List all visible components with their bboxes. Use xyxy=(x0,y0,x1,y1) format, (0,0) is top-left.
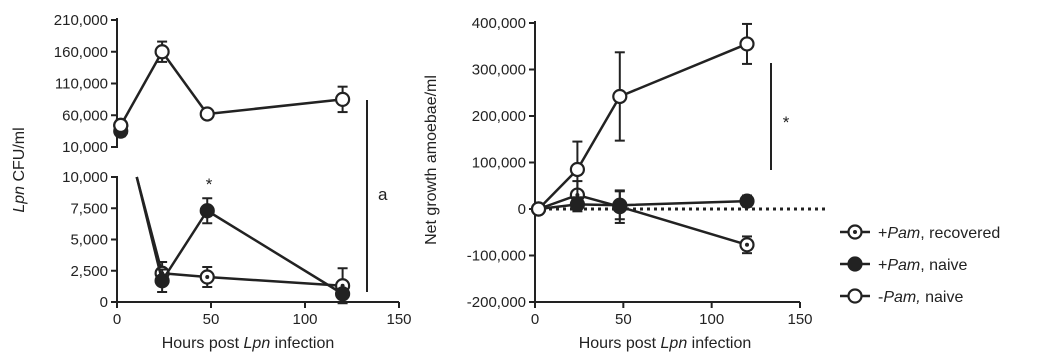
legend-suffix: naive xyxy=(921,289,964,306)
data-point xyxy=(154,273,170,289)
x-tick-label: 150 xyxy=(386,311,411,328)
legend-italic: Pam xyxy=(887,225,920,242)
y-tick-label: 0 xyxy=(518,201,526,218)
data-point xyxy=(569,196,586,212)
left-chart: 10,000 60,000 110,000 160,000 210,000 0 2,500 5… xyxy=(54,12,412,328)
series-line xyxy=(207,275,343,287)
legend-item-pam-naive: +Pam, naive xyxy=(840,256,967,274)
legend-suffix: , recovered xyxy=(920,225,1000,242)
data-point xyxy=(154,44,170,60)
y-upper-tick-label: 160,000 xyxy=(54,44,108,61)
x-tick-label: 0 xyxy=(531,311,539,328)
legend-prefix: - xyxy=(878,289,883,306)
left-x-axis-title: Hours post Lpn infection xyxy=(162,335,335,352)
y-upper-tick-label: 60,000 xyxy=(62,107,108,124)
y-tick-label: 100,000 xyxy=(472,155,526,172)
y-lower-tick-label: 0 xyxy=(100,294,108,311)
series-line xyxy=(206,209,344,295)
legend-marker-filled xyxy=(847,256,863,272)
legend-item-no-pam-naive: -Pam, naive xyxy=(840,288,963,306)
data-point xyxy=(739,36,755,52)
left-bracket-label: a xyxy=(378,185,388,204)
data-point-center xyxy=(205,275,210,279)
right-x-title-italic: Lpn xyxy=(661,335,688,352)
legend-italic: Pam, xyxy=(883,289,920,306)
series-line xyxy=(135,176,164,282)
data-point xyxy=(612,88,628,105)
legend-label: -Pam, naive xyxy=(878,289,963,306)
series-open xyxy=(530,22,755,217)
y-lower-tick-label: 5,000 xyxy=(70,232,108,249)
series-filled xyxy=(113,123,351,302)
right-x-title-post: infection xyxy=(687,335,751,352)
left-x-title-italic: Lpn xyxy=(244,335,271,352)
data-point xyxy=(612,197,628,213)
legend-item-pam-recovered: +Pam, recovered xyxy=(840,224,1000,242)
data-point xyxy=(199,106,215,122)
y-lower-tick-label: 2,500 xyxy=(70,263,108,280)
right-x-axis-title: Hours post Lpn infection xyxy=(579,335,752,352)
x-tick-label: 100 xyxy=(292,311,317,328)
left-y-title-rest: CFU/ml xyxy=(11,127,28,186)
y-tick-label: 200,000 xyxy=(472,108,526,125)
y-upper-tick-label: 210,000 xyxy=(54,12,108,29)
legend-marker-center xyxy=(853,230,857,234)
legend-prefix: + xyxy=(878,225,887,242)
legend-suffix: , naive xyxy=(920,257,967,274)
right-x-title-pre: Hours post xyxy=(579,335,661,352)
data-point xyxy=(530,201,547,217)
y-tick-label: -100,000 xyxy=(467,248,526,265)
y-upper-tick-label: 110,000 xyxy=(55,76,108,93)
legend-italic: Pam xyxy=(887,257,920,274)
left-x-title-post: infection xyxy=(270,335,334,352)
data-point xyxy=(569,161,586,178)
data-point-center xyxy=(745,242,749,247)
y-upper-tick-label: 10,000 xyxy=(62,139,108,156)
left-y-title-italic: Lpn xyxy=(11,186,28,213)
left-significance-star: * xyxy=(206,175,213,194)
x-tick-label: 50 xyxy=(203,311,220,328)
y-tick-label: 400,000 xyxy=(472,15,526,32)
data-point xyxy=(335,286,351,302)
y-lower-tick-label: 7,500 xyxy=(70,200,108,217)
x-tick-label: 0 xyxy=(113,311,121,328)
series-line xyxy=(538,199,748,211)
data-point xyxy=(113,117,129,134)
legend-label: +Pam, recovered xyxy=(878,225,1000,242)
data-point xyxy=(199,203,215,219)
series-line xyxy=(538,193,748,247)
legend: +Pam, recovered +Pam, naive -Pam, naive xyxy=(840,224,1000,306)
left-x-title-pre: Hours post xyxy=(162,335,244,352)
legend-marker-open xyxy=(847,288,863,304)
series-open xyxy=(113,40,351,134)
legend-prefix: + xyxy=(878,257,887,274)
series-dot-ring xyxy=(530,180,755,255)
y-tick-label: 300,000 xyxy=(472,62,526,79)
right-chart: -200,000 -100,000 0 100,000 200,000 300,000 40… xyxy=(467,15,828,328)
data-point xyxy=(335,91,351,107)
data-point xyxy=(739,193,755,209)
series-filled xyxy=(530,190,755,221)
x-tick-label: 50 xyxy=(615,311,632,328)
legend-label: +Pam, naive xyxy=(878,257,967,274)
series-line xyxy=(119,51,164,127)
series-line xyxy=(207,98,343,116)
right-significance-star: * xyxy=(783,113,790,132)
series-line xyxy=(537,42,748,210)
x-tick-label: 100 xyxy=(699,311,724,328)
x-tick-label: 150 xyxy=(787,311,812,328)
right-y-axis-title: Net growth amoebae/ml xyxy=(423,75,440,245)
left-y-axis-title: Lpn CFU/ml xyxy=(11,127,28,212)
series-line xyxy=(161,51,209,115)
y-tick-label: -200,000 xyxy=(467,294,526,311)
y-lower-tick-label: 10,000 xyxy=(62,169,108,186)
series-line xyxy=(161,210,209,282)
